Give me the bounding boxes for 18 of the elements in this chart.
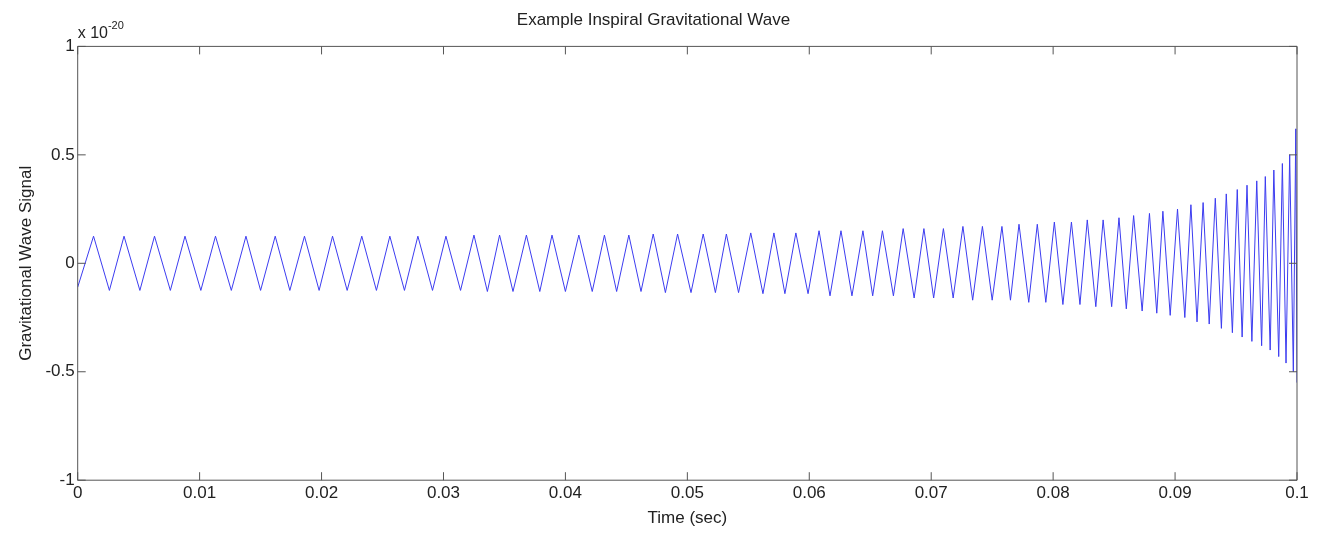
x-tick-label: 0.08 — [1036, 483, 1070, 503]
x-axis-title: Time (sec) — [647, 508, 728, 528]
x-tick-label: 0.07 — [914, 483, 948, 503]
y-tick-label: 0.5 — [51, 144, 75, 164]
x-tick-label: 0.1 — [1285, 483, 1309, 503]
x-tick-label: 0.05 — [670, 483, 704, 503]
x-tick-label: 0.02 — [305, 483, 339, 503]
x-tick-label: 0.09 — [1158, 483, 1192, 503]
y-axis-title: Gravitational Wave Signal — [15, 165, 35, 361]
x-tick-label: 0.04 — [548, 483, 582, 503]
x-tick-label: 0.03 — [426, 483, 461, 503]
y-tick-label: -1 — [59, 469, 75, 489]
y-tick-label: -0.5 — [45, 361, 75, 381]
x-tick-label: 0.01 — [183, 483, 217, 503]
y-tick-label: 1 — [65, 36, 75, 56]
x-tick-label: 0.06 — [792, 483, 826, 503]
y-tick-label: 0 — [65, 252, 75, 272]
chart-title: Example Inspiral Gravitational Wave — [516, 9, 791, 29]
